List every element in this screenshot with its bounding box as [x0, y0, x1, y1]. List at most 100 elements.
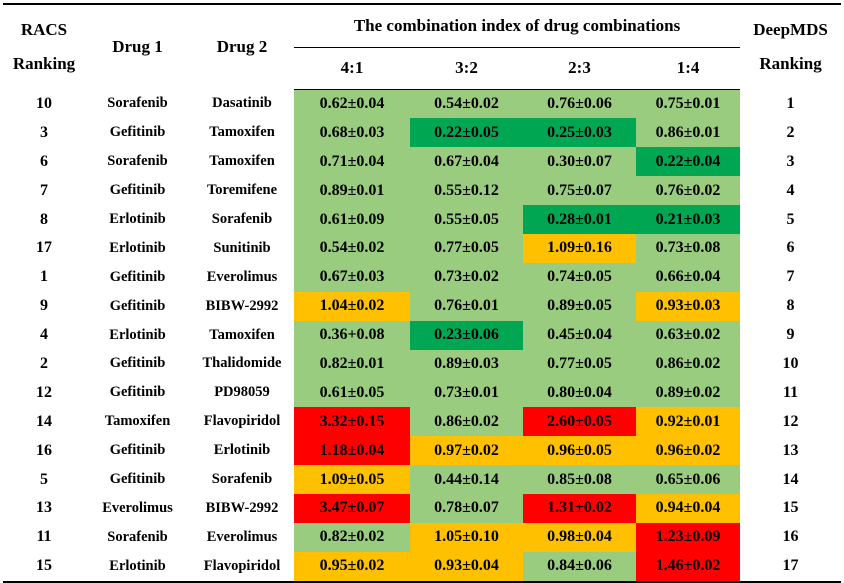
table-row: 12 Gefitinib PD98059 0.61±0.05 0.73±0.01 0.80… — [3, 378, 841, 408]
deepmds-rank-cell: 13 — [782, 441, 799, 459]
ci-cell: 0.66±0.04 — [636, 262, 741, 292]
ci-cell: 0.77±0.05 — [410, 233, 523, 263]
deepmds-rank-cell: 12 — [782, 412, 799, 430]
drug2-cell: Dasatinib — [212, 95, 272, 112]
drug2-cell: BIBW-2992 — [205, 499, 279, 516]
drug2-cell: Toremifene — [206, 182, 278, 199]
ci-cell: 2.60±0.05 — [523, 407, 636, 437]
drug1-cell: Tamoxifen — [104, 413, 171, 430]
racs-rank-cell: 1 — [40, 268, 48, 286]
header-ratio-4-1: 4:1 — [294, 47, 410, 90]
racs-rank-cell: 15 — [36, 557, 52, 575]
ci-cell: 1.23±0.09 — [636, 522, 741, 552]
table-row: 16 Gefitinib Erlotinib 1.18±0.04 0.97±0.02 0.… — [3, 436, 841, 466]
racs-rank-cell: 14 — [36, 412, 52, 430]
ci-cell: 0.92±0.01 — [636, 407, 741, 437]
ci-cell: 3.47±0.07 — [294, 493, 410, 523]
table-row: 15 Erlotinib Flavopiridol 0.95±0.02 0.93±0.0… — [3, 551, 841, 582]
table-row: 17 Erlotinib Sunitinib 0.54±0.02 0.77±0.05 1.… — [3, 233, 841, 263]
racs-rank-cell: 4 — [40, 326, 48, 344]
header-deepmds-line1: DeepMDS — [753, 20, 828, 39]
drug1-cell: Gefitinib — [109, 268, 166, 285]
racs-rank-cell: 7 — [40, 181, 48, 199]
table-row: 11 Sorafenib Everolimus 0.82±0.02 1.05±0.10 0… — [3, 522, 841, 552]
ci-cell: 0.95±0.02 — [294, 551, 410, 582]
ci-cell: 0.96±0.02 — [636, 436, 741, 466]
ci-cell: 0.25±0.03 — [523, 118, 636, 148]
ci-cell: 0.67±0.03 — [294, 262, 410, 292]
header-drug2: Drug 2 — [216, 37, 268, 56]
deepmds-rank-cell: 5 — [786, 210, 795, 228]
deepmds-rank-cell: 16 — [782, 528, 799, 546]
ci-cell: 0.54±0.02 — [410, 89, 523, 119]
table-row: 13 Everolimus BIBW-2992 3.47±0.07 0.78±0.07 1… — [3, 493, 841, 523]
drug2-cell: Flavopiridol — [203, 413, 281, 430]
ci-cell: 0.93±0.03 — [636, 291, 741, 321]
drug2-cell: Flavopiridol — [203, 557, 281, 574]
ci-cell: 0.97±0.02 — [410, 436, 523, 466]
drug2-cell: Erlotinib — [213, 442, 271, 459]
drug2-cell: Tamoxifen — [209, 326, 275, 343]
ci-cell: 0.82±0.02 — [294, 522, 410, 552]
ci-cell: 0.89±0.05 — [523, 291, 636, 321]
ci-cell: 0.22±0.05 — [410, 118, 523, 148]
ci-cell: 0.76±0.02 — [636, 176, 741, 206]
header-ratio-2-3: 2:3 — [523, 47, 636, 90]
ci-cell: 1.18±0.04 — [294, 436, 410, 466]
ci-cell: 0.80±0.04 — [523, 378, 636, 408]
drug1-cell: Gefitinib — [109, 384, 166, 401]
drug2-cell: Thalidomide — [202, 355, 282, 372]
drug1-cell: Gefitinib — [109, 124, 166, 141]
ci-cell: 3.32±0.15 — [294, 407, 410, 437]
ci-cell: 0.65±0.06 — [636, 465, 741, 494]
ci-cell: 0.74±0.05 — [523, 262, 636, 292]
header-racs-ranking: RACS Ranking — [3, 4, 85, 89]
drug2-cell: Tamoxifen — [209, 124, 275, 141]
ci-cell: 0.84±0.06 — [523, 551, 636, 582]
drug1-cell: Erlotinib — [109, 326, 166, 343]
table-row: 2 Gefitinib Thalidomide 0.82±0.01 0.89±0.03 0… — [3, 349, 841, 379]
deepmds-rank-cell: 2 — [786, 123, 795, 141]
deepmds-rank-cell: 17 — [782, 557, 799, 575]
ci-cell: 0.54±0.02 — [294, 233, 410, 263]
ci-cell: 1.05±0.10 — [410, 522, 523, 552]
racs-rank-cell: 16 — [36, 441, 52, 459]
ci-cell: 0.96±0.05 — [523, 436, 636, 466]
table-row: 4 Erlotinib Tamoxifen 0.36+0.08 0.23±0.06 0.4… — [3, 320, 841, 350]
drug2-cell: Sorafenib — [211, 211, 273, 227]
drug2-cell: Sorafenib — [211, 471, 273, 488]
deepmds-rank-cell: 6 — [786, 239, 795, 257]
drug2-cell: BIBW-2992 — [205, 297, 279, 314]
ci-cell: 0.30±0.07 — [523, 147, 636, 177]
ci-cell: 0.68±0.03 — [294, 118, 410, 148]
ci-cell: 0.86±0.02 — [636, 349, 741, 379]
ci-cell: 0.86±0.02 — [410, 407, 523, 437]
drug1-cell: Everolimus — [102, 499, 173, 516]
table-row: 14 Tamoxifen Flavopiridol 3.32±0.15 0.86±0.0… — [3, 407, 841, 437]
ci-cell: 0.89±0.01 — [294, 176, 410, 206]
header-deepmds-line2: Ranking — [759, 54, 822, 73]
deepmds-rank-cell: 4 — [786, 181, 795, 199]
racs-rank-cell: 6 — [40, 152, 48, 170]
header-ratio-1-4: 1:4 — [636, 47, 741, 90]
racs-rank-cell: 11 — [36, 528, 52, 546]
ci-cell: 0.22±0.04 — [636, 147, 741, 177]
ci-cell: 0.62±0.04 — [294, 89, 410, 119]
ci-cell: 0.93±0.04 — [410, 551, 523, 582]
deepmds-rank-cell: 14 — [782, 470, 799, 488]
header-ratio-3-2: 3:2 — [410, 47, 523, 90]
ci-cell: 0.28±0.01 — [523, 205, 636, 234]
ci-cell: 0.23±0.06 — [410, 320, 523, 350]
ci-cell: 0.71±0.04 — [294, 147, 410, 177]
ci-cell: 0.73±0.08 — [636, 233, 741, 263]
deepmds-rank-cell: 10 — [782, 354, 799, 372]
ci-cell: 1.46±0.02 — [636, 551, 741, 582]
racs-rank-cell: 12 — [36, 383, 52, 401]
drug2-cell: Sunitinib — [213, 239, 271, 256]
drug2-cell: Tamoxifen — [209, 153, 275, 170]
drug1-cell: Gefitinib — [109, 442, 166, 459]
racs-rank-cell: 10 — [36, 94, 52, 112]
ci-cell: 1.04±0.02 — [294, 291, 410, 321]
drug1-cell: Gefitinib — [109, 471, 166, 488]
